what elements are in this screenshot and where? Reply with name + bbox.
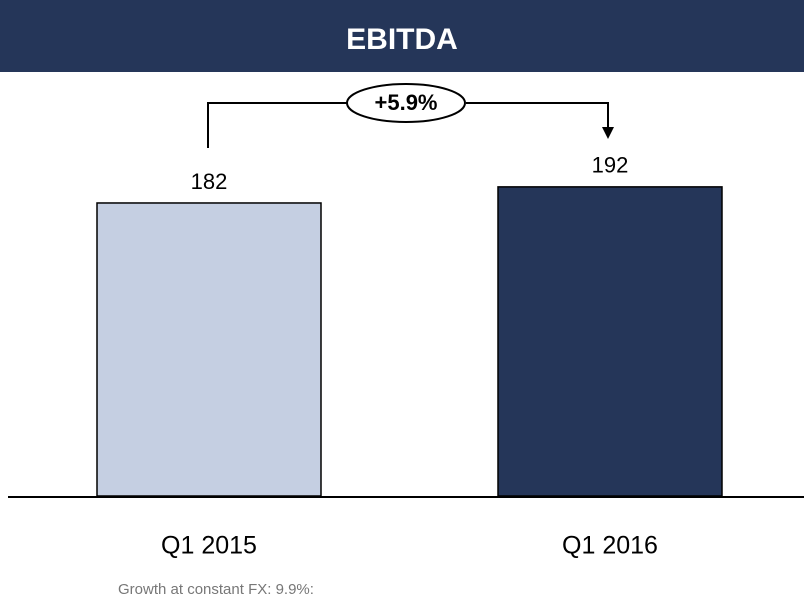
- growth-bracket: [207, 102, 609, 148]
- bracket-right: [466, 102, 609, 128]
- value-label: 192: [592, 153, 629, 178]
- x-tick-label: Q1 2016: [562, 532, 658, 560]
- annotation: +5.9%: [375, 90, 438, 115]
- title-band: [0, 0, 804, 72]
- bracket-left: [207, 102, 347, 148]
- value-label: 182: [191, 169, 228, 194]
- bar: [497, 186, 723, 497]
- arrow-head: [602, 127, 614, 139]
- bar: [96, 202, 322, 497]
- x-tick-label: Q1 2015: [161, 532, 257, 560]
- footnote: Growth at constant FX: 9.9%:: [118, 581, 314, 598]
- chart-title: EBITDA: [346, 23, 458, 56]
- annotation-ellipse: [346, 83, 466, 123]
